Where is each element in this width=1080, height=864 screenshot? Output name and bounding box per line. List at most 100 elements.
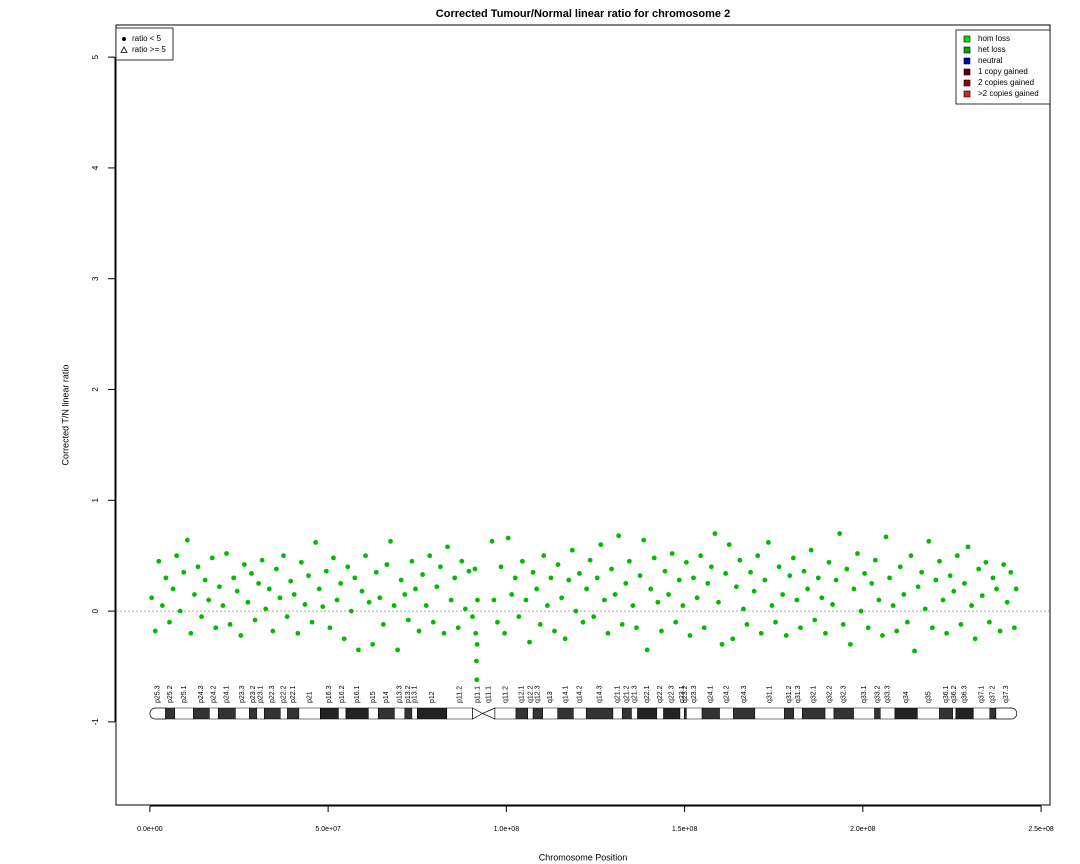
data-point <box>577 571 582 576</box>
data-point <box>313 540 319 545</box>
data-point <box>919 569 925 575</box>
data-point <box>445 544 450 550</box>
data-point <box>840 622 846 627</box>
data-point <box>309 619 315 625</box>
legend-label: ratio >= 5 <box>132 45 166 54</box>
data-point <box>552 628 557 634</box>
data-point <box>270 628 276 634</box>
data-point <box>295 630 301 636</box>
data-point <box>683 559 689 565</box>
data-point <box>316 586 322 592</box>
band-label: q33.3 <box>884 685 891 703</box>
x-tick-label: 0.0e+00 <box>137 826 163 833</box>
data-point <box>334 597 340 603</box>
data-point <box>263 606 269 612</box>
data-point <box>997 628 1003 634</box>
data-point <box>716 599 721 605</box>
ideogram-band <box>874 707 881 720</box>
data-point <box>634 625 639 631</box>
data-point <box>402 592 408 597</box>
band-label: q23.3 <box>691 685 698 703</box>
data-point <box>994 586 999 592</box>
data-point <box>434 584 440 590</box>
data-point <box>929 625 935 631</box>
data-point <box>965 544 971 550</box>
band-label: q21.2 <box>624 685 631 703</box>
data-point <box>880 633 885 638</box>
legend-swatch <box>963 35 971 43</box>
data-point <box>737 557 743 563</box>
data-point <box>202 577 208 583</box>
band-label: p25.3 <box>155 685 162 703</box>
data-point <box>976 566 982 572</box>
data-point <box>281 553 286 559</box>
legend-label: >2 copies gained <box>978 89 1039 98</box>
data-point <box>637 573 643 579</box>
y-tick-label: 5 <box>91 54 100 59</box>
band-label: p23.3 <box>239 685 246 703</box>
band-label: p13.3 <box>396 685 403 703</box>
data-point <box>883 534 889 540</box>
data-point <box>192 592 197 597</box>
ideogram-band <box>472 707 484 720</box>
data-point <box>420 572 425 577</box>
data-point <box>459 558 465 564</box>
data-point <box>719 641 725 647</box>
data-point <box>231 575 237 581</box>
ideogram-band <box>416 707 448 720</box>
ideogram-band <box>733 707 756 720</box>
ideogram-band <box>320 707 339 720</box>
band-label: q37.3 <box>1003 685 1010 703</box>
data-point <box>794 597 800 603</box>
ideogram-band <box>165 707 176 720</box>
data-point <box>195 564 201 570</box>
data-point <box>405 617 411 623</box>
band-label: q22.1 <box>644 685 651 703</box>
data-point <box>958 622 964 627</box>
ideogram-band <box>209 707 219 720</box>
data-point <box>530 569 536 575</box>
data-point <box>509 592 515 597</box>
data-point <box>1011 625 1017 631</box>
data-point <box>370 641 376 647</box>
ideogram-band <box>345 707 369 720</box>
ideogram-band <box>631 707 638 720</box>
data-point <box>865 625 871 631</box>
data-point <box>1008 569 1014 575</box>
band-label: q12.1 <box>519 685 526 703</box>
band-label: p24.3 <box>198 685 205 703</box>
data-point <box>676 577 682 583</box>
data-point <box>922 606 928 612</box>
data-point <box>338 581 343 586</box>
ideogram-band <box>637 707 658 720</box>
band-label: p16.2 <box>339 685 346 703</box>
data-point <box>659 628 664 634</box>
x-tick-label: 2.5e+08 <box>1028 826 1054 833</box>
band-label: q32.2 <box>826 685 833 703</box>
data-point <box>947 573 953 579</box>
data-point <box>163 575 169 581</box>
ideogram-band <box>656 707 664 720</box>
data-point <box>872 557 878 563</box>
y-tick-label: 3 <box>91 276 100 281</box>
data-point <box>377 595 383 601</box>
ideogram-band <box>298 707 321 720</box>
data-point <box>769 603 775 608</box>
ideogram-band <box>218 707 236 720</box>
data-point <box>951 588 957 594</box>
data-point <box>395 647 401 653</box>
data-point <box>962 581 967 586</box>
data-point <box>327 625 333 631</box>
data-point <box>373 569 379 575</box>
data-point <box>748 569 753 575</box>
ideogram-band <box>287 707 300 720</box>
data-point <box>937 558 942 564</box>
data-point <box>245 599 251 605</box>
data-point <box>284 614 290 620</box>
data-point <box>559 595 565 601</box>
legend-label: 1 copy gained <box>978 67 1028 76</box>
band-label: q32.1 <box>810 685 817 703</box>
ideogram-band <box>955 707 974 720</box>
data-point <box>905 619 910 625</box>
band-label: q22.2 <box>657 685 664 703</box>
